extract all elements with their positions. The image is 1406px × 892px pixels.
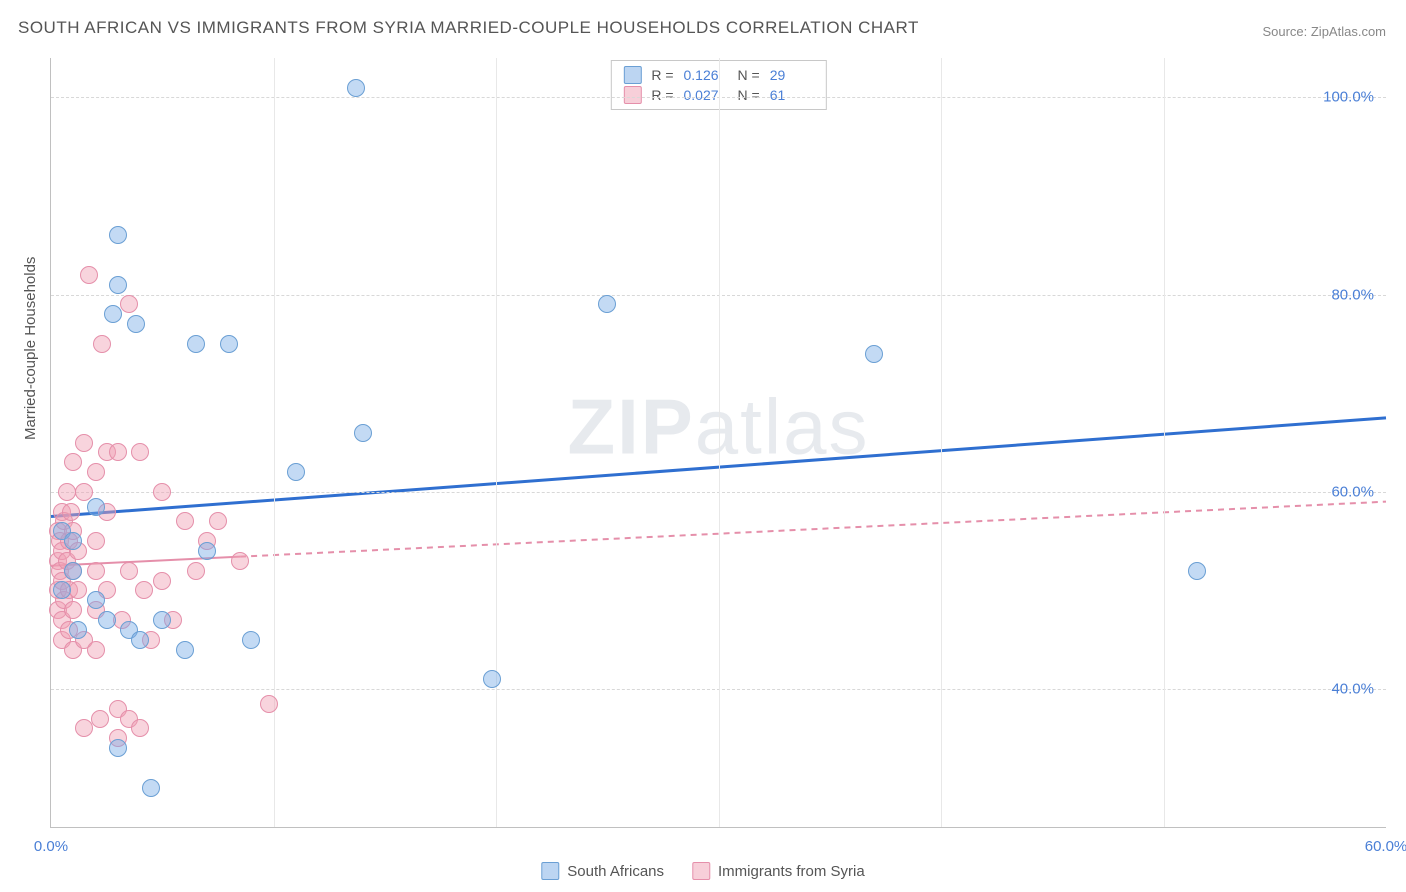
data-point: [69, 581, 87, 599]
y-tick-label: 100.0%: [1323, 89, 1374, 106]
plot-area: ZIPatlas R = 0.126 N = 29 R = 0.027 N = …: [50, 58, 1386, 828]
legend-label-blue: South Africans: [567, 863, 664, 880]
gridline-v: [719, 58, 720, 827]
data-point: [598, 295, 616, 313]
gridline-v: [941, 58, 942, 827]
data-point: [87, 498, 105, 516]
data-point: [135, 581, 153, 599]
data-point: [109, 276, 127, 294]
data-point: [153, 611, 171, 629]
y-tick-label: 40.0%: [1331, 680, 1374, 697]
data-point: [187, 562, 205, 580]
data-point: [87, 463, 105, 481]
data-point: [58, 483, 76, 501]
y-axis-label: Married-couple Households: [22, 257, 39, 440]
data-point: [483, 670, 501, 688]
data-point: [127, 315, 145, 333]
data-point: [1188, 562, 1206, 580]
data-point: [87, 641, 105, 659]
data-point: [865, 345, 883, 363]
data-point: [62, 503, 80, 521]
swatch-blue-icon: [541, 862, 559, 880]
data-point: [260, 695, 278, 713]
data-point: [131, 719, 149, 737]
data-point: [209, 512, 227, 530]
data-point: [176, 641, 194, 659]
data-point: [109, 739, 127, 757]
y-tick-label: 80.0%: [1331, 286, 1374, 303]
data-point: [131, 443, 149, 461]
source-label: Source: ZipAtlas.com: [1262, 24, 1386, 39]
data-point: [80, 266, 98, 284]
data-point: [87, 532, 105, 550]
data-point: [198, 542, 216, 560]
chart-title: SOUTH AFRICAN VS IMMIGRANTS FROM SYRIA M…: [18, 18, 919, 38]
data-point: [187, 335, 205, 353]
data-point: [176, 512, 194, 530]
legend-item-pink: Immigrants from Syria: [692, 862, 865, 880]
series-legend: South Africans Immigrants from Syria: [541, 862, 864, 880]
data-point: [131, 631, 149, 649]
data-point: [69, 621, 87, 639]
gridline-v: [496, 58, 497, 827]
data-point: [347, 79, 365, 97]
data-point: [354, 424, 372, 442]
data-point: [64, 562, 82, 580]
data-point: [64, 453, 82, 471]
data-point: [87, 591, 105, 609]
data-point: [91, 710, 109, 728]
data-point: [109, 443, 127, 461]
gridline-v: [274, 58, 275, 827]
x-tick-label: 60.0%: [1365, 838, 1406, 855]
data-point: [64, 601, 82, 619]
data-point: [120, 295, 138, 313]
data-point: [231, 552, 249, 570]
legend-label-pink: Immigrants from Syria: [718, 863, 865, 880]
data-point: [75, 434, 93, 452]
data-point: [64, 532, 82, 550]
x-tick-label: 0.0%: [34, 838, 68, 855]
data-point: [242, 631, 260, 649]
y-tick-label: 60.0%: [1331, 483, 1374, 500]
data-point: [87, 562, 105, 580]
data-point: [93, 335, 111, 353]
data-point: [220, 335, 238, 353]
legend-item-blue: South Africans: [541, 862, 664, 880]
data-point: [104, 305, 122, 323]
gridline-v: [1164, 58, 1165, 827]
data-point: [109, 226, 127, 244]
data-point: [153, 572, 171, 590]
data-point: [53, 581, 71, 599]
swatch-pink-icon: [692, 862, 710, 880]
data-point: [287, 463, 305, 481]
data-point: [98, 611, 116, 629]
data-point: [153, 483, 171, 501]
data-point: [142, 779, 160, 797]
data-point: [120, 562, 138, 580]
